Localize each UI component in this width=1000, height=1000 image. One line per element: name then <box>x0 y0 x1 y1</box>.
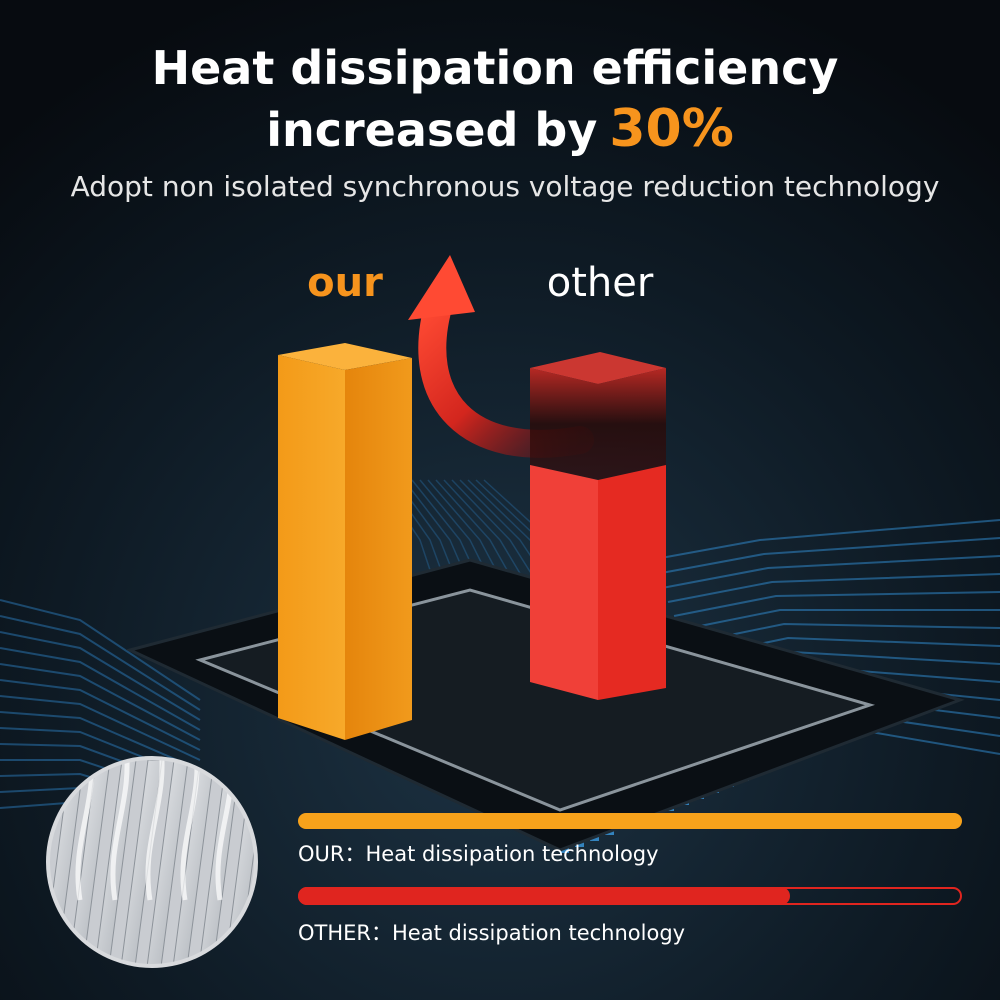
title-text: increased by <box>266 103 597 157</box>
our-legend: OUR：Heat dissipation technology <box>298 842 659 866</box>
other-legend: OTHER：Heat dissipation technology <box>298 921 685 945</box>
circuit-trace <box>0 599 201 701</box>
subtitle: Adopt non isolated synchronous voltage r… <box>71 170 940 203</box>
heat-sink-frame <box>46 756 258 968</box>
our-bar-front <box>278 355 345 740</box>
other-bar-side <box>598 465 666 700</box>
chip-pin <box>560 848 569 853</box>
chip-pin <box>575 842 584 847</box>
our-label: our <box>307 260 383 306</box>
highlight: 30% <box>609 99 733 159</box>
other-bar-front <box>530 465 598 700</box>
circuit-trace <box>679 609 1000 631</box>
other-bar-empty-front <box>530 368 598 480</box>
our-progress <box>298 813 962 829</box>
air-flow <box>145 758 165 901</box>
circuit-trace <box>0 679 201 751</box>
circuit-trace <box>649 519 1000 561</box>
other-label: other <box>547 260 654 306</box>
circuit-trace <box>0 615 201 711</box>
circuit-trace <box>0 711 201 771</box>
other-bar-empty-side <box>598 368 666 480</box>
circuit-trace <box>667 573 1000 603</box>
circuit-trace <box>661 555 1000 589</box>
our-bar-side <box>345 358 412 740</box>
circuit-trace <box>0 631 201 721</box>
title-line2: increased by 30% <box>266 99 734 159</box>
our-bar-top <box>278 343 412 370</box>
title: Heat dissipation efficiency <box>152 41 839 95</box>
other-progress <box>298 887 790 905</box>
arrow-head <box>408 255 475 320</box>
circuit-trace <box>0 663 201 741</box>
circuit-trace <box>0 695 201 761</box>
circuit-trace <box>0 647 201 731</box>
circuit-trace <box>655 537 1000 575</box>
circuit-trace <box>673 591 1000 617</box>
